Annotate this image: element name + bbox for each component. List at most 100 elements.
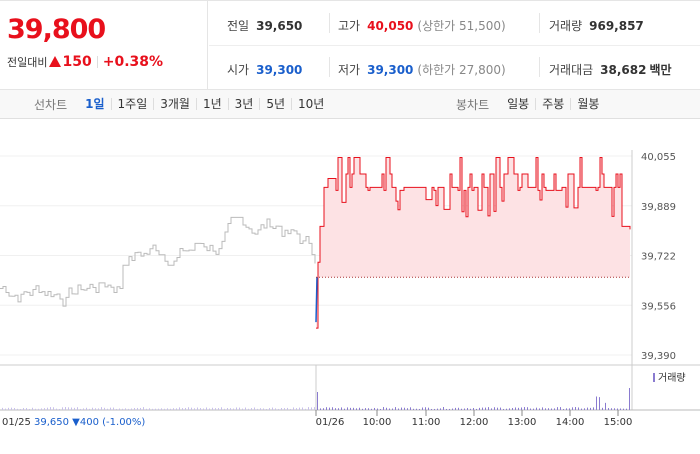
volume-legend-swatch — [653, 373, 655, 382]
volume-bar — [578, 407, 579, 410]
lower-limit: (하한가 27,800) — [417, 63, 506, 77]
volume-bar — [566, 408, 567, 410]
volume-bar — [272, 407, 273, 410]
volume-bar — [47, 407, 48, 410]
volume-bar — [467, 408, 468, 410]
tab-1year[interactable]: 1년 — [195, 98, 228, 110]
volume-bar — [614, 408, 615, 410]
volume-bar — [380, 408, 381, 410]
tab-monthly[interactable]: 월봉 — [570, 98, 605, 110]
volume-bar — [2, 407, 3, 410]
volume-bar — [509, 408, 510, 410]
prev-day-label: 01/25 39,650 ▼400 (-1.00%) — [2, 417, 145, 428]
volume-bar — [8, 407, 9, 410]
quote-info-grid: 전일 39,650 고가 40,050 (상한가 51,500) 거래량 969,857… — [209, 1, 700, 90]
prev-day-date: 01/25 — [2, 417, 34, 428]
y-tick-label: 39,889 — [641, 202, 676, 213]
volume-bar — [14, 408, 15, 410]
volume-bar — [215, 408, 216, 410]
volume-bar — [488, 407, 489, 410]
tab-3month[interactable]: 3개월 — [153, 98, 196, 110]
volume-bar — [344, 408, 345, 410]
volume-bar — [188, 407, 189, 410]
volume-bar — [107, 408, 108, 410]
volume-bar — [233, 408, 234, 410]
volume-bar — [350, 407, 351, 410]
volume-label: 거래량 — [549, 19, 583, 33]
y-tick-label: 39,556 — [641, 301, 676, 312]
volume-bar — [50, 407, 51, 410]
volume-legend-label: 거래량 — [658, 372, 686, 384]
volume-bar — [284, 408, 285, 410]
tab-1week[interactable]: 1주일 — [110, 98, 154, 110]
y-tick-label: 39,722 — [641, 252, 676, 263]
x-tick-label: 14:00 — [556, 417, 585, 428]
price-chart-svg: 40,055 39,889 39,722 39,556 39,390 거래량 01/26… — [0, 150, 700, 428]
price-chart[interactable]: 40,055 39,889 39,722 39,556 39,390 거래량 01/26… — [0, 120, 700, 450]
volume-bar — [581, 408, 582, 410]
tab-3year[interactable]: 3년 — [227, 98, 260, 110]
quote-panel: 39,800 전일대비 150 +0.38% 전일 39,650 고가 40,050 (상… — [0, 0, 700, 90]
volume-bar — [602, 407, 603, 410]
x-tick-label: 01/26 — [316, 417, 345, 428]
volume-bar — [362, 408, 363, 410]
volume-bar — [443, 407, 444, 410]
volume-bar — [434, 408, 435, 410]
volume-bar — [473, 408, 474, 410]
volume-bar — [485, 407, 486, 410]
tab-1day[interactable]: 1일 — [85, 97, 105, 111]
volume-bar — [263, 408, 264, 410]
volume-bar — [335, 408, 336, 410]
volume-bar — [431, 408, 432, 410]
volume-bar — [587, 407, 588, 410]
volume-bar — [539, 408, 540, 410]
tab-daily[interactable]: 일봉 — [507, 97, 530, 111]
volume-bar — [533, 408, 534, 410]
volume-bar — [92, 407, 93, 410]
volume-bar — [236, 407, 237, 410]
volume-bar — [548, 408, 549, 410]
volume-bar — [170, 408, 171, 410]
prev-day-price: 39,650 — [34, 417, 72, 428]
volume-bar — [338, 408, 339, 410]
tab-10year[interactable]: 10년 — [291, 98, 330, 110]
current-price: 39,800 — [7, 14, 106, 45]
volume-bar — [464, 408, 465, 410]
volume-bar — [482, 407, 483, 410]
volume-bar — [281, 408, 282, 410]
change-value: 150 — [62, 54, 92, 70]
volume-bar — [77, 407, 78, 410]
volume-bar — [53, 407, 54, 410]
volume-bar — [554, 408, 555, 410]
volume-bar — [296, 408, 297, 410]
volume-bar — [518, 407, 519, 410]
volume-bar — [560, 407, 561, 410]
volume-bar — [68, 407, 69, 410]
volume-bar — [290, 408, 291, 410]
volume-bar — [122, 408, 123, 410]
volume-bar — [404, 407, 405, 410]
volume-bar — [500, 407, 501, 410]
volume-bar — [227, 408, 228, 410]
open-value: 39,300 — [256, 63, 303, 77]
volume-bar — [32, 407, 33, 410]
volume-bar — [26, 408, 27, 410]
volume-bar — [311, 407, 312, 410]
volume-bar — [17, 408, 18, 410]
volume-bar — [308, 407, 309, 410]
volume-bar — [353, 407, 354, 410]
volume-bar — [20, 408, 21, 410]
volume-bar — [86, 407, 87, 410]
prev-day-pct: (-1.00%) — [102, 417, 145, 428]
volume-bar — [314, 407, 315, 410]
volume-bar — [104, 407, 105, 410]
volume-bar — [251, 408, 252, 410]
volume-bar — [176, 408, 177, 410]
volume-bar — [557, 407, 558, 410]
prev-close-label: 전일 — [227, 19, 250, 33]
volume-bar — [407, 408, 408, 410]
volume-bar — [398, 408, 399, 410]
tab-5year[interactable]: 5년 — [259, 98, 291, 110]
today-price-line — [316, 156, 631, 329]
tab-weekly[interactable]: 주봉 — [535, 98, 570, 110]
